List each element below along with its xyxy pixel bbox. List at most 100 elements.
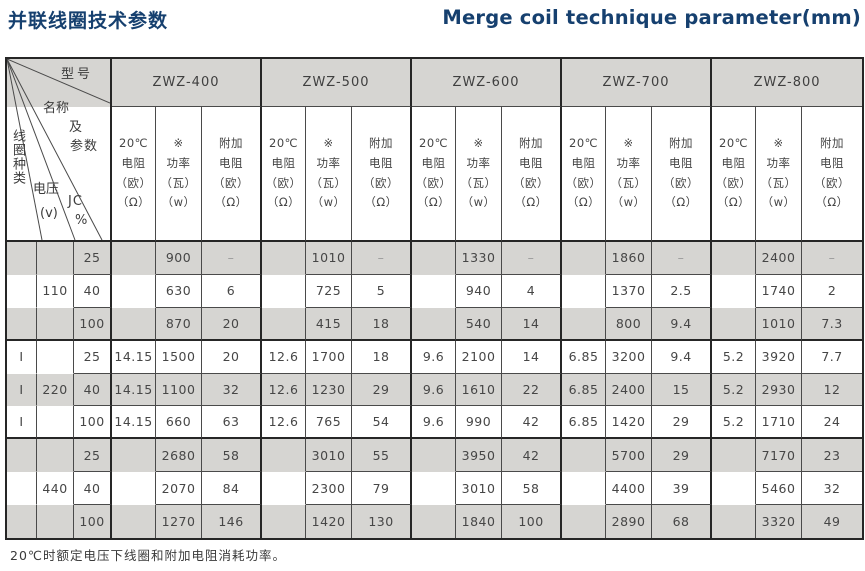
- value-cell: 20: [202, 340, 263, 374]
- value-cell: 9.4: [652, 307, 713, 341]
- jc-cell: 100: [74, 505, 113, 539]
- sub-header-line: （Ω）: [664, 195, 698, 210]
- value-cell: 800: [606, 307, 653, 341]
- voltage-cell: [37, 505, 74, 539]
- voltage-cell: [37, 439, 74, 473]
- value-cell: 1010: [306, 242, 353, 275]
- group-header-zwz700: ZWZ-700: [562, 59, 713, 107]
- value-cell: 765: [306, 406, 353, 440]
- sub-header-line: （欧）: [265, 175, 302, 190]
- value-cell: 4400: [606, 472, 653, 506]
- sub-header-line: 附加: [669, 136, 694, 151]
- value-cell: 3920: [756, 340, 803, 374]
- value-cell: 1740: [756, 274, 803, 308]
- sub-header-line: （w）: [161, 195, 196, 210]
- value-cell: 29: [652, 439, 713, 473]
- sub-header-line: 电阻: [421, 155, 446, 170]
- value-cell: 1270: [156, 505, 203, 539]
- value-cell: [262, 274, 307, 308]
- sub-header-extra: 附加 电阻 （欧） （Ω）: [802, 107, 863, 242]
- voltage-cell: 220: [37, 373, 74, 407]
- sub-header-line: （瓦）: [760, 175, 797, 190]
- sub-header-line: 电阻: [669, 155, 694, 170]
- value-cell: [562, 505, 607, 539]
- sub-header-line: 20℃: [719, 136, 749, 151]
- sub-header-line: （欧）: [663, 175, 700, 190]
- sub-header-line: （瓦）: [310, 175, 347, 190]
- value-cell: 2400: [756, 242, 803, 275]
- value-cell: 5.2: [712, 373, 757, 407]
- value-cell: 1860: [606, 242, 653, 275]
- sub-header-line: ※: [473, 136, 484, 151]
- value-cell: [562, 242, 607, 275]
- parameter-table-container: 型号 名称 及 参数 线圈种类 电压 (v) JC % ZWZ-400 ZWZ-…: [5, 57, 865, 541]
- value-cell: [562, 274, 607, 308]
- value-cell: 630: [156, 274, 203, 308]
- value-cell: 9.4: [652, 340, 713, 374]
- page-title-chinese: 并联线圈技术参数: [8, 10, 169, 32]
- value-cell: 42: [502, 406, 563, 440]
- value-cell: 32: [202, 373, 263, 407]
- value-cell: 1420: [606, 406, 653, 440]
- sub-header-line: 附加: [519, 136, 544, 151]
- value-cell: 49: [802, 505, 863, 539]
- sub-header-line: （w）: [761, 195, 796, 210]
- sub-header-resistance: 20℃ 电阻 （欧） （Ω）: [562, 107, 607, 242]
- table-row: 25 900–1010–1330–1860–2400–: [7, 242, 863, 275]
- value-cell: [412, 472, 457, 506]
- table-row: I 220 40 14.15 1100 32 12.6 1230 29 9.6 1610 22 6.85…: [7, 373, 863, 407]
- value-cell: –: [352, 242, 413, 275]
- sub-header-line: （Ω）: [815, 195, 849, 210]
- value-cell: 14.15: [112, 406, 157, 440]
- page-title-english: Merge coil technique parameter(mm): [442, 6, 861, 29]
- value-cell: 54: [352, 406, 413, 440]
- value-cell: 2: [802, 274, 863, 308]
- sub-header-extra: 附加 电阻 （欧） （Ω）: [202, 107, 263, 242]
- value-cell: 5.2: [712, 406, 757, 440]
- value-cell: [112, 472, 157, 506]
- value-cell: [412, 505, 457, 539]
- sub-header-line: ※: [773, 136, 784, 151]
- value-cell: 5: [352, 274, 413, 308]
- coil-type-cell: [7, 472, 37, 506]
- sub-header-line: （w）: [311, 195, 346, 210]
- sub-header-line: （欧）: [715, 175, 752, 190]
- sub-header-line: 功率: [766, 155, 791, 170]
- value-cell: 1010: [756, 307, 803, 341]
- value-cell: 2.5: [652, 274, 713, 308]
- value-cell: 3320: [756, 505, 803, 539]
- coil-type-cell: [7, 505, 37, 539]
- value-cell: 146: [202, 505, 263, 539]
- sub-header-extra: 附加 电阻 （欧） （Ω）: [502, 107, 563, 242]
- value-cell: 990: [456, 406, 503, 440]
- value-cell: 14.15: [112, 340, 157, 374]
- value-cell: 7.7: [802, 340, 863, 374]
- value-cell: [112, 242, 157, 275]
- value-cell: 3200: [606, 340, 653, 374]
- value-cell: [262, 439, 307, 473]
- value-cell: 2300: [306, 472, 353, 506]
- value-cell: –: [652, 242, 713, 275]
- jc-label: JC: [68, 194, 83, 209]
- sub-header-line: （w）: [611, 195, 646, 210]
- sub-header-line: 电阻: [121, 155, 146, 170]
- coil-type-cell: [7, 439, 37, 473]
- value-cell: 63: [202, 406, 263, 440]
- table-row: 100 870 20 415 18 540 14 800 9.4 1010 7.3: [7, 307, 863, 341]
- value-cell: 2070: [156, 472, 203, 506]
- value-cell: 1370: [606, 274, 653, 308]
- value-cell: 1710: [756, 406, 803, 440]
- coil-type-cell: I: [7, 406, 37, 440]
- value-cell: 415: [306, 307, 353, 341]
- value-cell: 1500: [156, 340, 203, 374]
- value-cell: 130: [352, 505, 413, 539]
- voltage-cell: [37, 340, 74, 374]
- footnote: 20℃时额定电压下线圈和附加电阻消耗功率。: [10, 548, 286, 563]
- voltage-cell: 110: [37, 274, 74, 308]
- group-header-zwz500: ZWZ-500: [262, 59, 413, 107]
- value-cell: [562, 472, 607, 506]
- value-cell: 3010: [306, 439, 353, 473]
- name-label-1: 名称: [43, 101, 70, 116]
- value-cell: 2680: [156, 439, 203, 473]
- value-cell: 18: [352, 307, 413, 341]
